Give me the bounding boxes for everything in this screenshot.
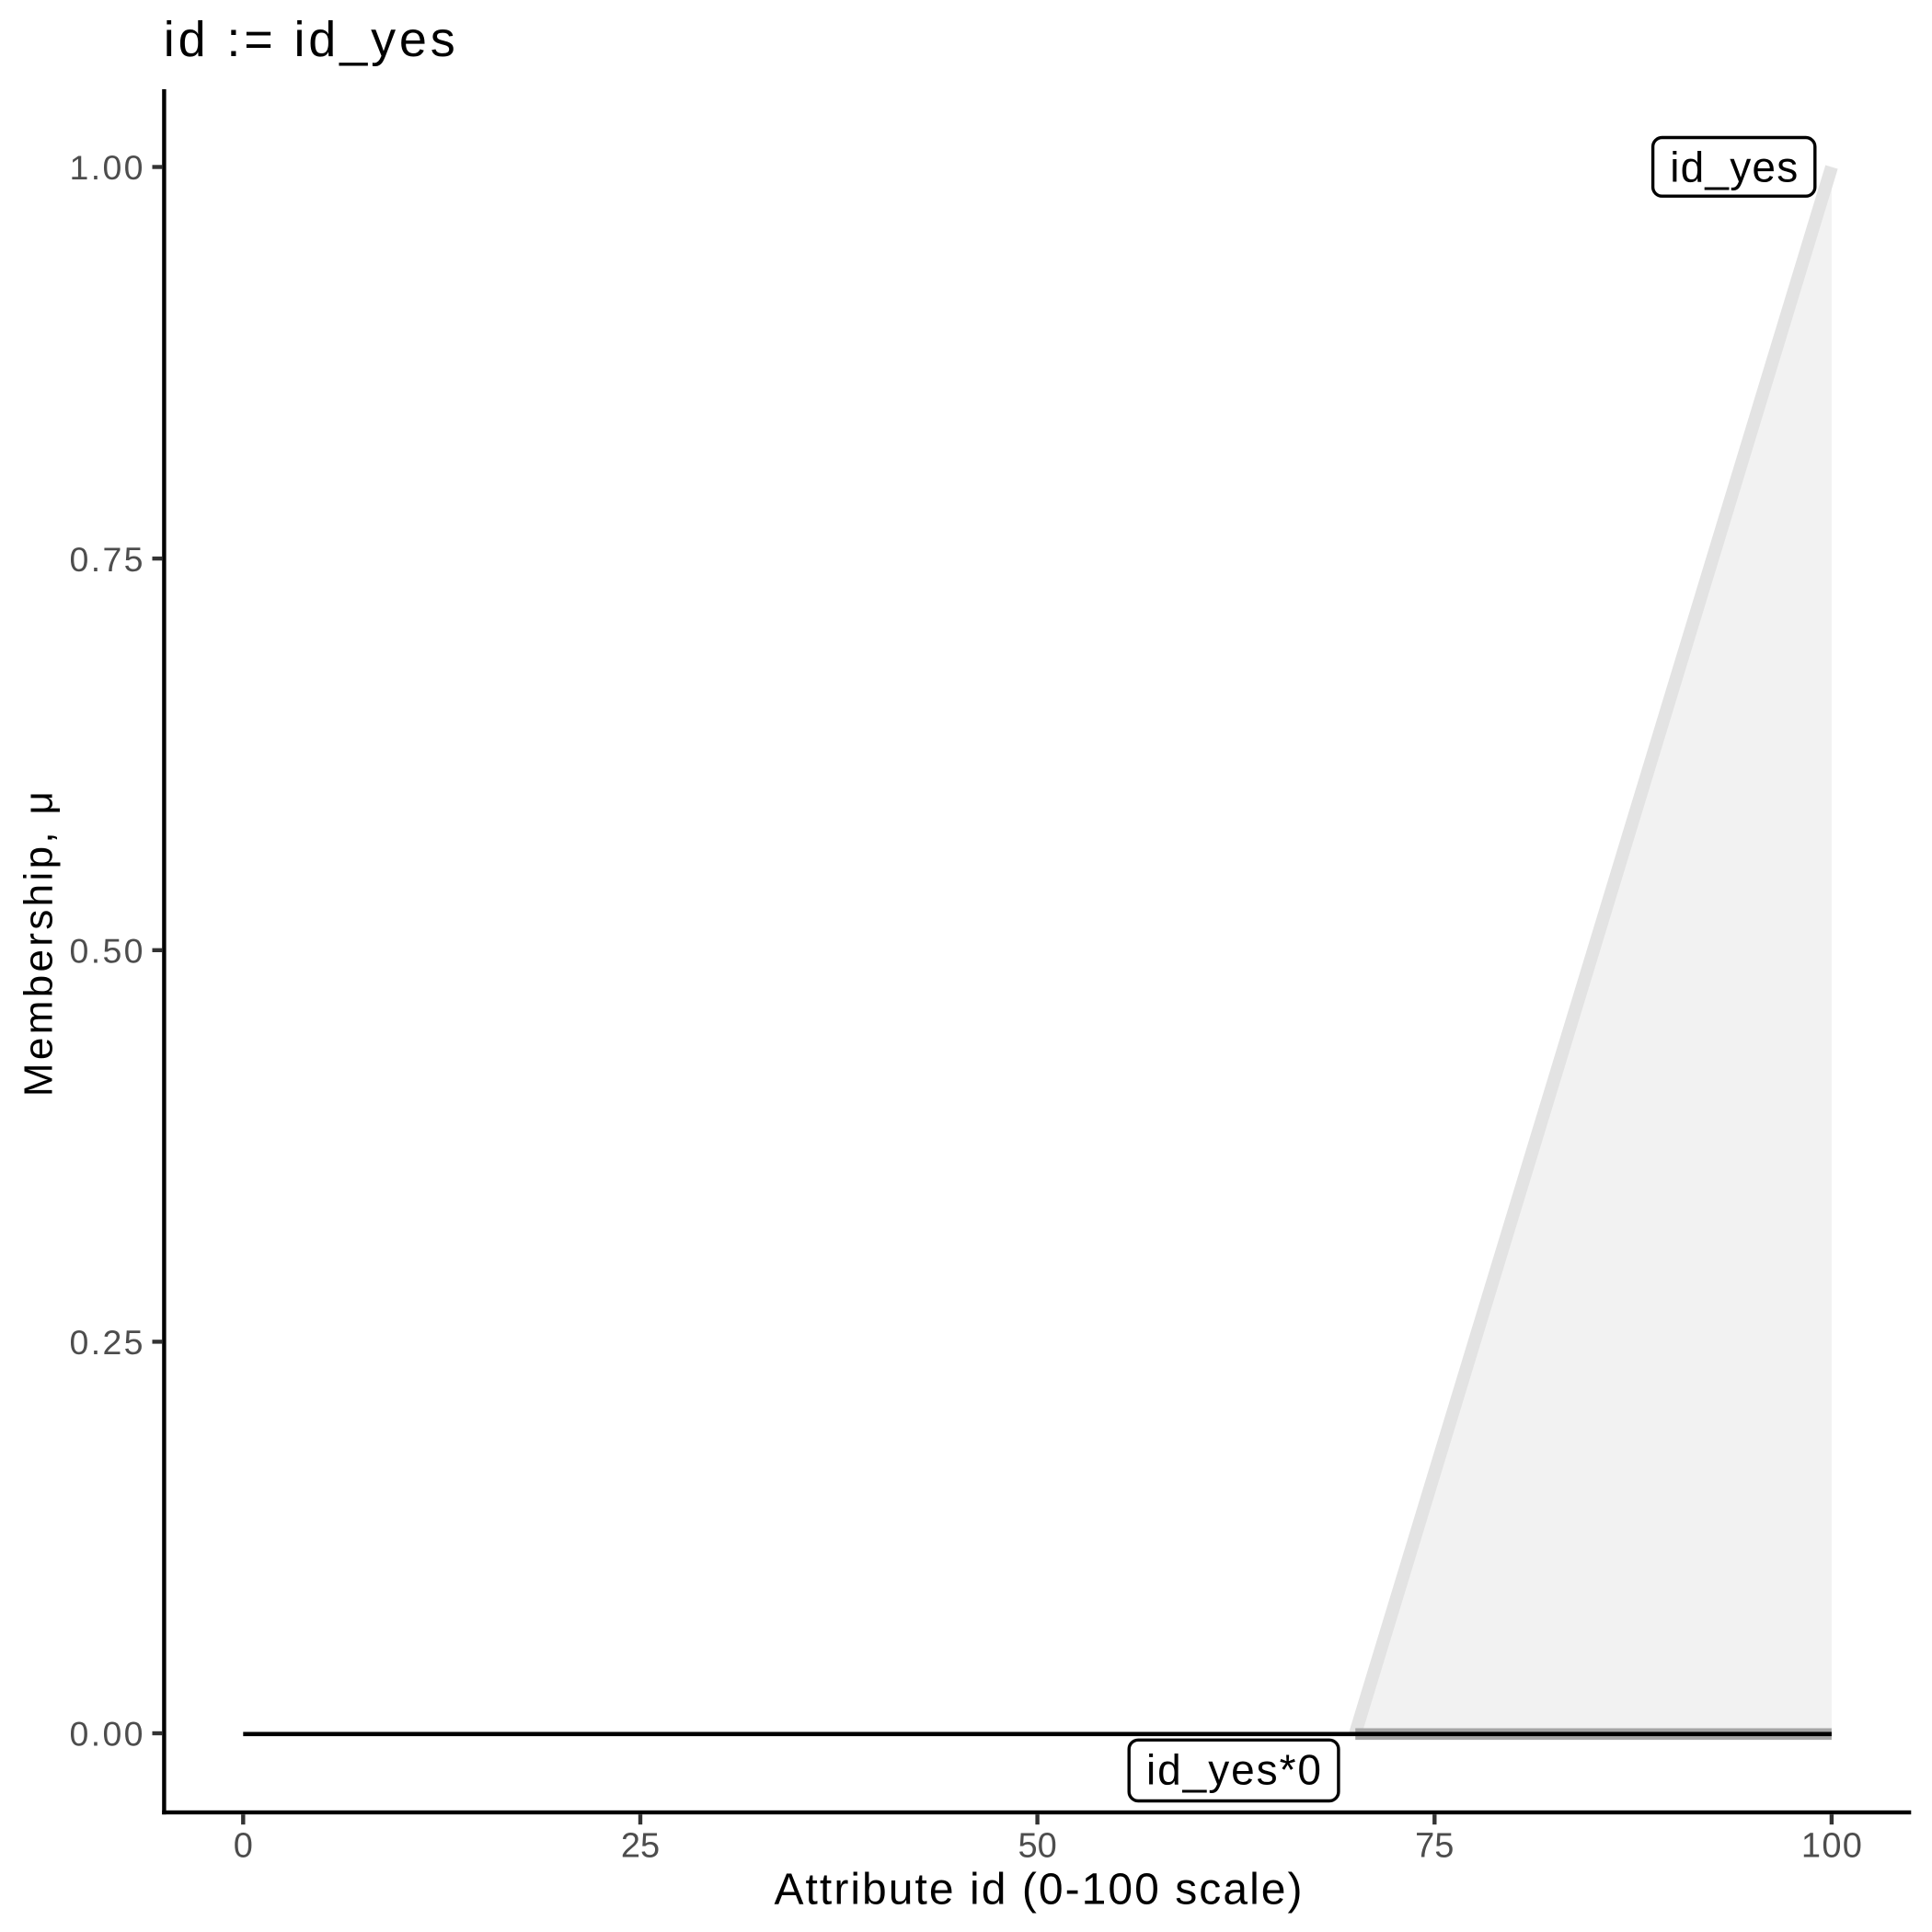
svg-text:25: 25 (621, 1827, 660, 1866)
svg-text:Membership, μ: Membership, μ (16, 791, 61, 1097)
svg-text:0.50: 0.50 (70, 931, 144, 970)
svg-text:1.00: 1.00 (70, 148, 144, 187)
svg-text:75: 75 (1415, 1827, 1454, 1866)
svg-text:0.75: 0.75 (70, 540, 144, 579)
svg-text:id_yes*0: id_yes*0 (1146, 1746, 1321, 1794)
svg-text:50: 50 (1018, 1827, 1056, 1866)
svg-text:id_yes: id_yes (1670, 144, 1798, 191)
svg-text:100: 100 (1801, 1827, 1862, 1866)
svg-text:id := id_yes: id := id_yes (164, 12, 455, 67)
svg-text:0: 0 (234, 1827, 253, 1866)
svg-text:0.25: 0.25 (70, 1323, 144, 1362)
svg-text:Attribute id (0-100 scale): Attribute id (0-100 scale) (775, 1866, 1303, 1915)
svg-text:0.00: 0.00 (70, 1715, 144, 1754)
